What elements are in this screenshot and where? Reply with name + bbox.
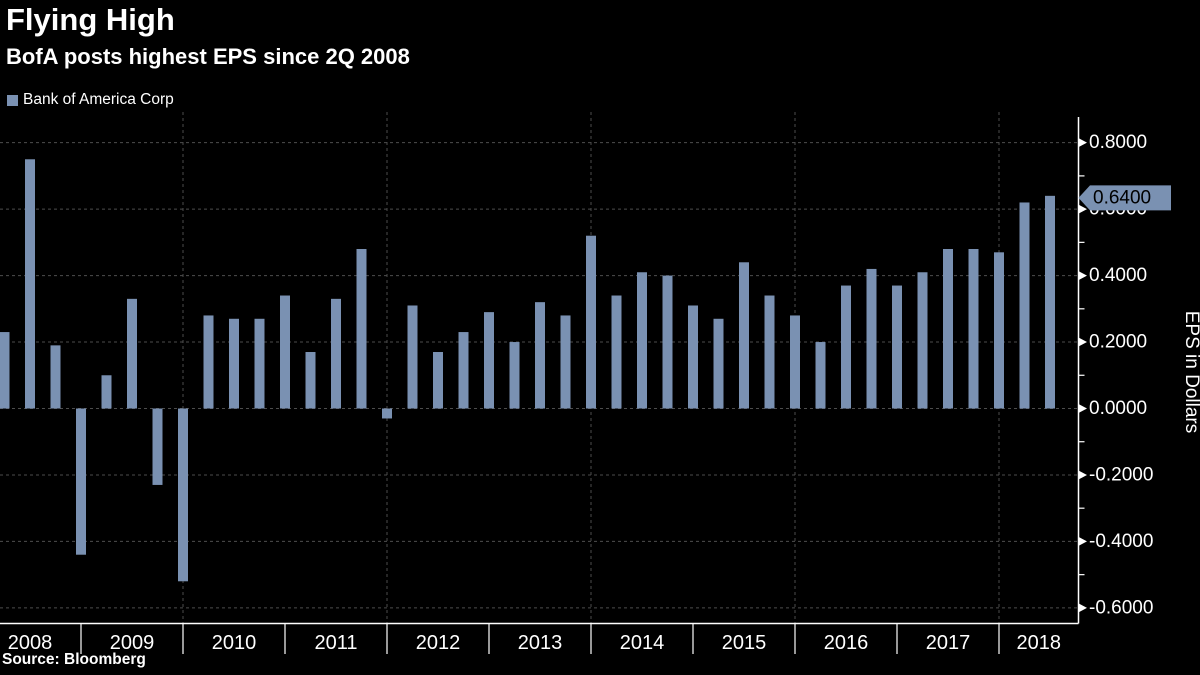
bar-3q-2017 (968, 248, 979, 409)
y-tick-label: -0.2000 (1089, 464, 1153, 485)
bar-1q-2013 (509, 342, 520, 409)
bar-4q-2011 (382, 408, 392, 419)
bar-4q-2013 (586, 235, 596, 409)
legend: Bank of America Corp (7, 91, 174, 109)
legend-series-label: Bank of America Corp (23, 91, 174, 108)
bar-4q-2014 (688, 305, 698, 409)
y-major-tick-arrow (1078, 404, 1087, 413)
bar-3q-2015 (764, 295, 775, 409)
year-label: 2008 (8, 632, 53, 654)
bar-3q-2012 (458, 332, 469, 409)
year-label: 2018 (1017, 632, 1062, 654)
bar-1q-2009 (101, 375, 112, 409)
bar-3q-2016 (866, 268, 877, 409)
year-label: 2009 (110, 632, 155, 654)
y-major-tick-arrow (1078, 470, 1087, 480)
chart-title: Flying High (6, 2, 175, 37)
bar-2q-2010 (229, 318, 239, 409)
bar-4q-2009 (178, 408, 188, 582)
year-label: 2017 (926, 632, 971, 654)
y-major-tick-arrow (1078, 271, 1087, 281)
year-label: 2013 (518, 632, 563, 654)
bar-1q-2014 (611, 295, 622, 409)
y-tick-label: 0.8000 (1089, 132, 1147, 153)
bar-3q-2011 (356, 248, 367, 409)
bar-1q-2018 (1019, 202, 1030, 409)
chart-subtitle: BofA posts highest EPS since 2Q 2008 (6, 44, 410, 69)
y-axis-title: EPS in Dollars (1181, 311, 1200, 434)
y-major-tick-arrow (1078, 337, 1087, 347)
bar-2q-2011 (331, 298, 341, 409)
year-label: 2014 (620, 632, 665, 654)
bar-1q-2017 (917, 272, 928, 409)
year-label: 2010 (212, 632, 257, 654)
bar-3q-2013 (560, 315, 571, 409)
bar-3q-2008 (50, 345, 61, 409)
source-note: Source: Bloomberg (2, 651, 146, 668)
bar-2q-2008 (25, 159, 35, 409)
bar-2q-2018 (1045, 195, 1055, 409)
bar-4q-2010 (280, 295, 290, 409)
bar-1q-2010 (203, 315, 214, 409)
y-tick-label: -0.6000 (1089, 597, 1153, 618)
bar-2q-2014 (637, 272, 647, 409)
year-label: 2015 (722, 632, 767, 654)
bar-4q-2015 (790, 315, 800, 409)
bar-4q-2017 (994, 252, 1004, 409)
bar-1q-2015 (713, 318, 724, 409)
bar-3q-2009 (152, 408, 163, 485)
y-tick-label: -0.4000 (1089, 531, 1153, 552)
bar-1q-2012 (407, 305, 418, 409)
bar-1q-2011 (305, 352, 316, 409)
year-label: 2011 (314, 632, 357, 654)
y-major-tick-arrow (1078, 204, 1087, 214)
bar-2q-2012 (433, 352, 443, 409)
bar-4q-2012 (484, 312, 494, 409)
bar-2q-2017 (943, 248, 953, 409)
last-value-badge-label: 0.6400 (1093, 187, 1151, 208)
bar-3q-2010 (254, 318, 265, 409)
year-label: 2012 (416, 632, 461, 654)
bar-2q-2013 (535, 302, 545, 409)
y-tick-label: 0.4000 (1089, 265, 1147, 286)
y-major-tick-arrow (1078, 536, 1087, 546)
y-tick-label: 0.2000 (1089, 332, 1147, 353)
bar-4q-2016 (892, 285, 902, 409)
bar-2q-2015 (739, 262, 749, 409)
year-label: 2016 (824, 632, 869, 654)
bar-2q-2016 (841, 285, 851, 409)
y-major-tick-arrow (1078, 138, 1087, 148)
bar-1q-2008 (0, 332, 10, 409)
y-tick-label: 0.0000 (1089, 398, 1147, 419)
last-value-badge (1078, 185, 1171, 211)
bar-3q-2014 (662, 275, 673, 409)
bar-4q-2008 (76, 408, 86, 555)
y-major-tick-arrow (1078, 603, 1087, 613)
bar-1q-2016 (815, 342, 826, 409)
legend-swatch-square (7, 94, 18, 106)
bar-2q-2009 (127, 298, 137, 409)
